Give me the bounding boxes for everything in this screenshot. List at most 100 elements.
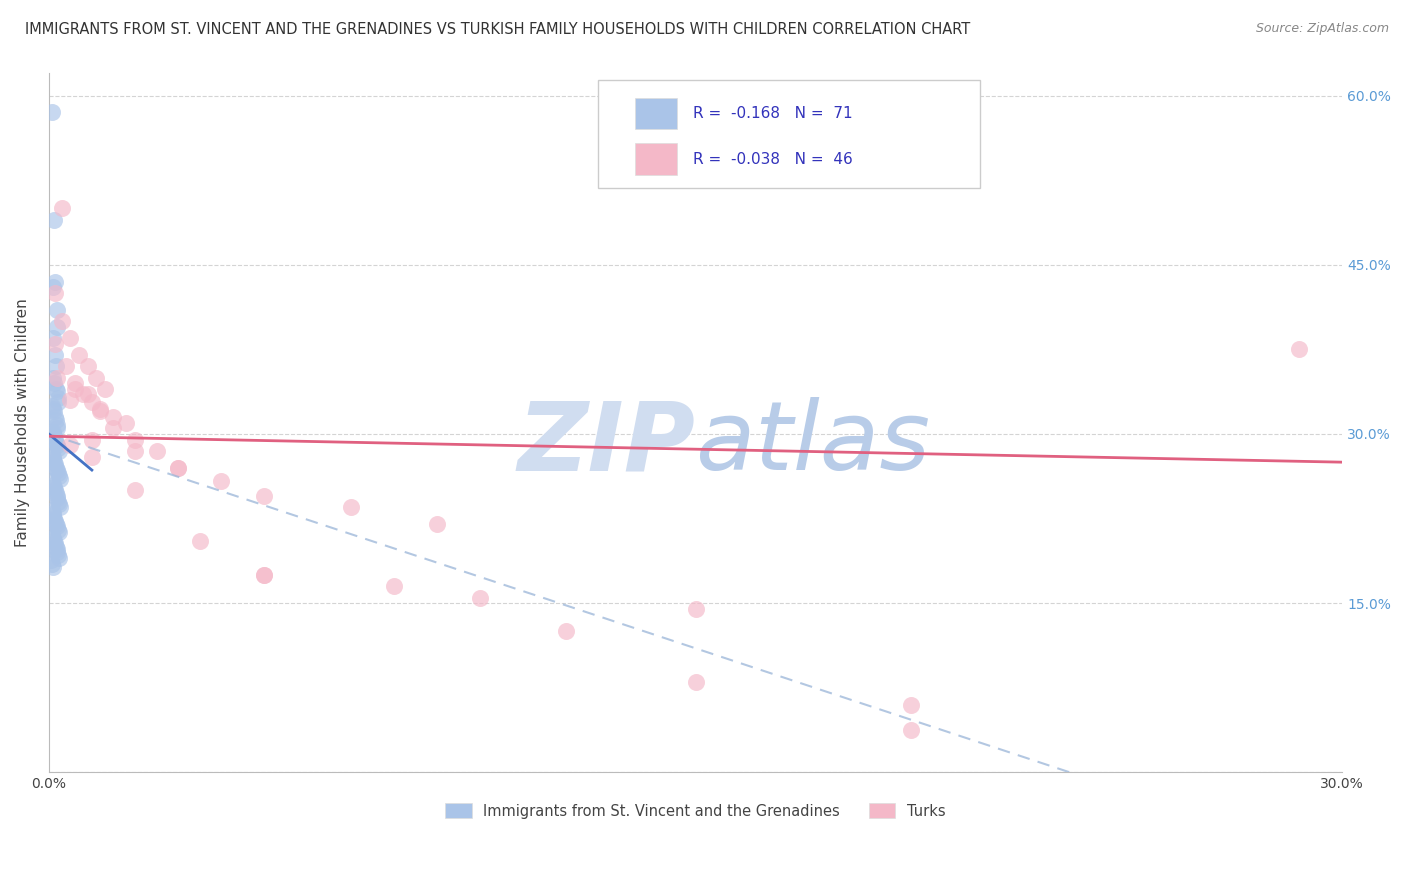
Point — [124, 433, 146, 447]
Point — [45, 359, 67, 374]
Point — [48, 497, 70, 511]
Point — [555, 624, 578, 639]
Point — [44, 348, 66, 362]
Point — [41, 502, 63, 516]
Point — [49, 500, 72, 515]
Point — [42, 560, 65, 574]
Point — [685, 675, 707, 690]
Point — [42, 477, 65, 491]
Point — [80, 450, 103, 464]
Point — [55, 359, 77, 374]
Point — [46, 319, 69, 334]
Point — [48, 443, 70, 458]
Point — [44, 483, 66, 498]
Point — [45, 485, 67, 500]
Point — [46, 421, 69, 435]
Bar — [634, 144, 678, 175]
Point — [46, 545, 69, 559]
Point — [44, 376, 66, 391]
Point — [41, 475, 63, 489]
Point — [103, 410, 125, 425]
Text: IMMIGRANTS FROM ST. VINCENT AND THE GRENADINES VS TURKISH FAMILY HOUSEHOLDS WITH: IMMIGRANTS FROM ST. VINCENT AND THE GREN… — [25, 22, 970, 37]
Point — [76, 359, 98, 374]
Point — [124, 483, 146, 498]
Point — [46, 370, 69, 384]
Point — [1288, 343, 1310, 357]
Point — [42, 534, 65, 549]
Point — [44, 285, 66, 300]
Point — [44, 514, 66, 528]
Point — [44, 429, 66, 443]
Point — [44, 275, 66, 289]
Point — [84, 370, 107, 384]
Point — [115, 416, 138, 430]
Point — [44, 458, 66, 472]
Point — [209, 475, 232, 489]
Point — [124, 443, 146, 458]
Point — [45, 540, 67, 554]
Point — [63, 376, 86, 391]
Point — [45, 384, 67, 398]
Point — [59, 393, 82, 408]
Text: ZIP: ZIP — [517, 397, 696, 491]
Point — [45, 519, 67, 533]
Point — [167, 460, 190, 475]
Point — [41, 506, 63, 520]
Point — [45, 413, 67, 427]
Point — [46, 441, 69, 455]
Bar — [634, 98, 678, 129]
Point — [48, 551, 70, 566]
Point — [45, 417, 67, 432]
Point — [94, 382, 117, 396]
Point — [48, 525, 70, 540]
Point — [41, 528, 63, 542]
Point — [51, 202, 73, 216]
Point — [42, 531, 65, 545]
Point — [44, 511, 66, 525]
Point — [59, 438, 82, 452]
Point — [45, 438, 67, 452]
Point — [188, 534, 211, 549]
Point — [45, 542, 67, 557]
Point — [45, 460, 67, 475]
Point — [167, 460, 190, 475]
Point — [41, 557, 63, 571]
Point — [46, 467, 69, 481]
Legend: Immigrants from St. Vincent and the Grenadines, Turks: Immigrants from St. Vincent and the Gren… — [440, 797, 952, 824]
Text: atlas: atlas — [696, 397, 931, 491]
Point — [67, 348, 90, 362]
Text: R =  -0.038   N =  46: R = -0.038 N = 46 — [693, 152, 852, 167]
Point — [48, 468, 70, 483]
Point — [46, 491, 69, 506]
Point — [41, 331, 63, 345]
Point — [253, 568, 276, 582]
Point — [45, 382, 67, 396]
Point — [46, 391, 69, 405]
Point — [51, 314, 73, 328]
Point — [685, 602, 707, 616]
Point — [48, 472, 70, 486]
FancyBboxPatch shape — [599, 80, 980, 188]
Y-axis label: Family Households with Children: Family Households with Children — [15, 298, 30, 547]
Point — [72, 387, 94, 401]
Point — [42, 451, 65, 466]
Point — [44, 433, 66, 447]
Point — [42, 404, 65, 418]
Point — [45, 463, 67, 477]
Point — [89, 402, 111, 417]
Point — [59, 331, 82, 345]
Point — [46, 523, 69, 537]
Point — [46, 395, 69, 409]
Point — [42, 427, 65, 442]
Text: R =  -0.168   N =  71: R = -0.168 N = 71 — [693, 106, 852, 121]
Point — [103, 421, 125, 435]
Point — [45, 436, 67, 450]
Point — [41, 553, 63, 567]
Point — [44, 336, 66, 351]
Point — [89, 404, 111, 418]
Point — [42, 370, 65, 384]
Point — [44, 536, 66, 550]
Point — [382, 579, 405, 593]
Point — [80, 433, 103, 447]
Point — [76, 387, 98, 401]
